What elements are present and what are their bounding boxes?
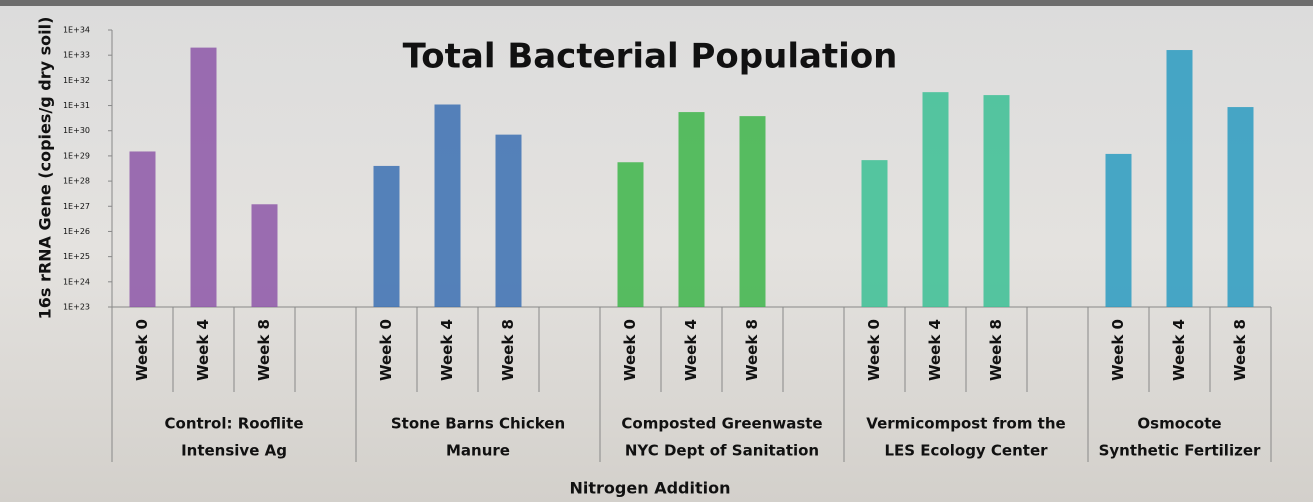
- group-label: Manure: [446, 442, 510, 460]
- x-tick-label: Week 8: [743, 319, 761, 381]
- x-tick-label: Week 8: [1231, 319, 1249, 381]
- bar: [191, 48, 217, 307]
- group-label: Control: Rooflite: [165, 415, 304, 433]
- x-tick-label: Week 4: [926, 319, 944, 381]
- bar: [130, 151, 156, 307]
- y-tick-label: 1E+23: [63, 303, 90, 312]
- group-label: Synthetic Fertilizer: [1099, 442, 1261, 460]
- bar: [374, 166, 400, 307]
- bar: [496, 135, 522, 307]
- bar: [862, 160, 888, 307]
- bar: [618, 162, 644, 307]
- y-tick-label: 1E+30: [63, 126, 90, 135]
- y-tick-label: 1E+28: [63, 177, 90, 186]
- y-tick-label: 1E+27: [63, 202, 90, 211]
- y-tick-label: 1E+29: [63, 151, 90, 160]
- chart: Total Bacterial Population 16s rRNA Gene…: [0, 0, 1313, 502]
- bar: [435, 105, 461, 307]
- y-axis-label: 16s rRNA Gene (copies/g dry soil): [36, 17, 55, 320]
- x-tick-label: Week 0: [1109, 319, 1127, 381]
- chart-title: Total Bacterial Population: [403, 37, 898, 77]
- top-strip: [0, 0, 1313, 6]
- bar: [1167, 50, 1193, 307]
- group-label: Stone Barns Chicken: [391, 415, 565, 433]
- bar: [1228, 107, 1254, 307]
- x-tick-label: Week 8: [255, 319, 273, 381]
- y-tick-label: 1E+34: [63, 26, 90, 35]
- y-tick-label: 1E+33: [63, 51, 90, 60]
- group-label: LES Ecology Center: [884, 442, 1048, 460]
- x-tick-label: Week 0: [377, 319, 395, 381]
- group-label: NYC Dept of Sanitation: [625, 442, 819, 460]
- y-tick-label: 1E+24: [63, 277, 90, 286]
- x-axis-label: Nitrogen Addition: [570, 479, 731, 498]
- bar: [740, 116, 766, 307]
- x-tick-label: Week 8: [499, 319, 517, 381]
- x-tick-label: Week 8: [987, 319, 1005, 381]
- y-tick-label: 1E+26: [63, 227, 90, 236]
- bar: [984, 95, 1010, 307]
- y-tick-label: 1E+31: [63, 101, 90, 110]
- y-tick-label: 1E+32: [63, 76, 90, 85]
- group-label: Intensive Ag: [181, 442, 287, 460]
- bar: [252, 204, 278, 307]
- bar: [1106, 154, 1132, 307]
- x-tick-label: Week 0: [133, 319, 151, 381]
- x-tick-label: Week 4: [194, 319, 212, 381]
- x-tick-label: Week 4: [438, 319, 456, 381]
- group-label: Osmocote: [1137, 415, 1221, 433]
- x-tick-label: Week 4: [682, 319, 700, 381]
- group-label: Vermicompost from the: [866, 415, 1065, 433]
- x-tick-label: Week 4: [1170, 319, 1188, 381]
- group-label: Composted Greenwaste: [621, 415, 822, 433]
- x-tick-label: Week 0: [621, 319, 639, 381]
- y-tick-label: 1E+25: [63, 252, 90, 261]
- bar: [679, 112, 705, 307]
- x-tick-label: Week 0: [865, 319, 883, 381]
- bar: [923, 92, 949, 307]
